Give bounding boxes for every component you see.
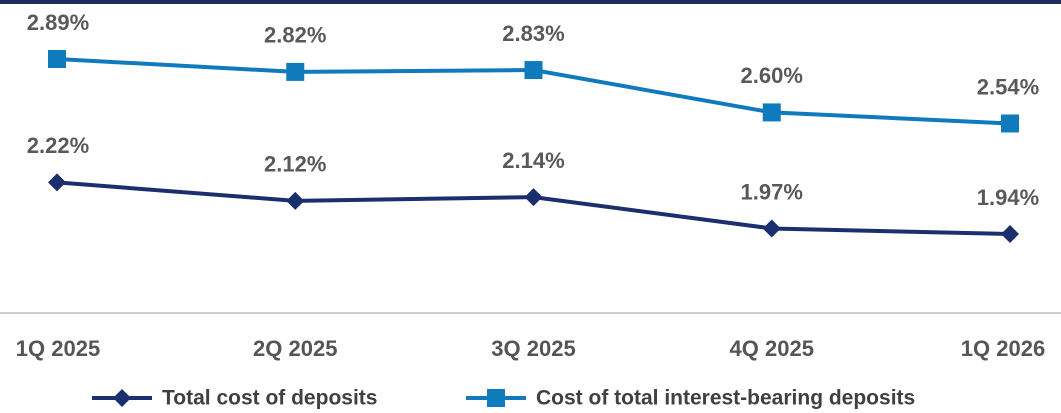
point-marker xyxy=(48,173,66,192)
data-label: 2.22% xyxy=(27,133,89,158)
x-tick-label: 1Q 2025 xyxy=(16,336,100,361)
point-marker xyxy=(286,62,305,81)
point-marker xyxy=(524,61,543,80)
data-label: 2.89% xyxy=(27,10,89,35)
data-label: 2.82% xyxy=(264,23,326,48)
x-tick-label: 3Q 2025 xyxy=(491,336,575,361)
x-tick-label: 2Q 2025 xyxy=(253,336,337,361)
data-label: 2.60% xyxy=(741,63,803,88)
data-label: 2.12% xyxy=(264,152,326,177)
legend-marker xyxy=(487,389,505,407)
point-marker xyxy=(1001,225,1019,243)
top-rule xyxy=(0,0,1061,4)
data-label: 2.14% xyxy=(502,148,564,173)
point-marker xyxy=(762,219,781,238)
data-label: 2.83% xyxy=(502,21,564,46)
legend-label: Cost of total interest-bearing deposits xyxy=(536,387,915,410)
legend-label: Total cost of deposits xyxy=(162,387,377,410)
data-label: 1.94% xyxy=(977,185,1039,210)
x-tick-label: 4Q 2025 xyxy=(730,336,814,361)
x-tick-label: 1Q 2026 xyxy=(961,336,1045,361)
point-marker xyxy=(1001,114,1019,133)
data-label: 1.97% xyxy=(741,179,803,204)
point-marker xyxy=(48,50,66,68)
point-marker xyxy=(762,103,781,122)
legend-marker xyxy=(113,389,131,407)
point-marker xyxy=(524,188,543,207)
point-marker xyxy=(286,191,305,210)
data-label: 2.54% xyxy=(977,74,1039,99)
